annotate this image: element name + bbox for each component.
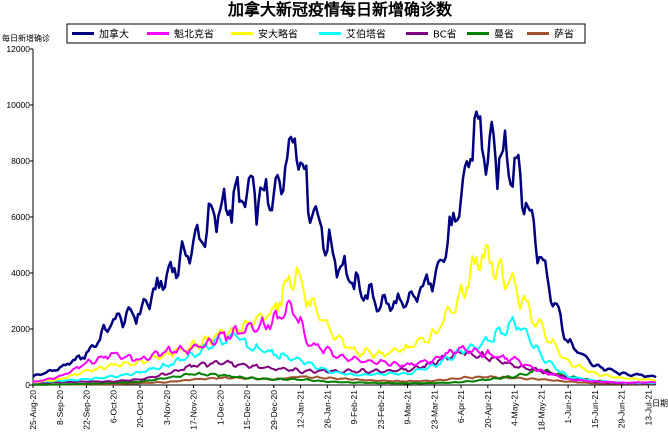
x-tick-label: 29-Jun-21 — [617, 390, 627, 429]
y-tick-label: 8000 — [11, 156, 30, 166]
series-line — [32, 299, 657, 384]
x-tick-label: 20-Apr-21 — [483, 390, 493, 428]
x-tick-label: 8-Sep-20 — [55, 390, 65, 425]
series-line — [32, 349, 657, 385]
y-tick-label: 2000 — [11, 324, 30, 334]
x-tick-label: 26-Jan-21 — [322, 390, 332, 429]
series-layer — [32, 110, 657, 386]
y-tick-label: 4000 — [11, 268, 30, 278]
x-axis-label: 日期 — [652, 399, 668, 408]
legend-label: 艾伯塔省 — [346, 28, 386, 41]
legend: 加拿大 魁北克省 安大略省 艾伯塔省 BC省 曼省 萨省 — [66, 23, 586, 44]
x-tick-label: 15-Jun-21 — [590, 390, 600, 429]
x-tick-label: 22-Sep-20 — [82, 390, 92, 430]
y-tick-label: 10000 — [6, 100, 30, 110]
x-tick-label: 6-Apr-21 — [456, 390, 466, 423]
series-line — [32, 316, 657, 385]
y-tick-label: 6000 — [11, 212, 30, 222]
x-tick-label: 13-Jul-21 — [643, 390, 653, 426]
x-tick-label: 23-Feb-21 — [376, 390, 386, 429]
series-line — [32, 244, 657, 384]
y-tick-label: 0 — [25, 380, 30, 390]
series-line — [33, 375, 657, 386]
x-tick-label: 17-Nov-20 — [189, 390, 199, 430]
chart-title: 加拿大新冠疫情每日新增确诊数 — [227, 0, 453, 19]
x-tick-label: 23-Mar-21 — [429, 390, 439, 429]
y-tick-label: 12000 — [6, 44, 30, 54]
x-tick-label: 12-Jan-21 — [296, 390, 306, 429]
legend-label: 萨省 — [554, 28, 574, 41]
x-tick-label: 20-Oct-20 — [135, 390, 145, 428]
x-tick-label: 1-Jun-21 — [563, 390, 573, 424]
x-tick-label: 18-May-21 — [536, 390, 546, 431]
x-tick-label: 29-Dec-20 — [269, 390, 279, 430]
x-tick-label: 25-Aug-20 — [28, 390, 38, 430]
x-tick-label: 3-Nov-20 — [162, 390, 172, 425]
legend-label: 魁北克省 — [174, 28, 214, 41]
legend-label: BC省 — [433, 28, 457, 41]
x-tick-label: 9-Feb-21 — [349, 390, 359, 425]
x-tick-label: 15-Dec-20 — [242, 390, 252, 430]
y-axis-label: 每日新增确诊 — [2, 33, 50, 43]
legend-label: 加拿大 — [99, 28, 129, 41]
series-line — [32, 110, 657, 379]
x-tick-label: 9-Mar-21 — [403, 390, 413, 425]
x-tick-label: 4-May-21 — [510, 390, 520, 426]
legend-label: 曼省 — [494, 28, 514, 41]
x-tick-label: 6-Oct-20 — [108, 390, 118, 423]
legend-label: 安大略省 — [258, 28, 298, 41]
x-tick-label: 1-Dec-20 — [215, 390, 225, 425]
axes: 0 2000 4000 6000 8000 10000 12000 25-Aug-20 8-Se… — [6, 44, 656, 431]
